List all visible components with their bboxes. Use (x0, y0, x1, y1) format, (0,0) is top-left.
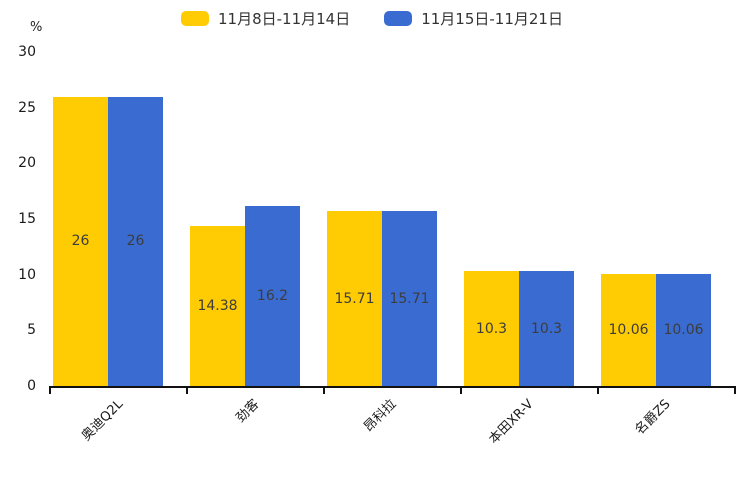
y-tick-label: 25 (18, 99, 36, 116)
y-tick-label: 30 (18, 44, 36, 60)
bar-value-label: 26 (71, 233, 90, 250)
bar-value-label: 10.06 (663, 321, 704, 338)
x-category-label: 奥迪Q2L (78, 396, 126, 445)
bar[interactable] (519, 271, 574, 386)
y-tick-label: 5 (27, 322, 36, 339)
x-category-label: 劲客 (233, 396, 263, 426)
x-axis-tick (49, 388, 51, 394)
x-category-label: 本田XR-V (486, 396, 537, 448)
x-axis-tick (597, 388, 599, 394)
y-tick-label: 0 (27, 378, 36, 394)
bar-value-label: 10.3 (530, 320, 563, 337)
bar[interactable] (53, 96, 108, 386)
bar[interactable] (382, 211, 437, 386)
bar-value-label: 16.2 (256, 287, 289, 304)
legend-label: 11月8日-11月14日 (218, 10, 351, 28)
legend-label: 11月15日-11月21日 (421, 10, 563, 28)
y-tick-label: 15 (18, 211, 36, 227)
legend-item-series-0[interactable]: 11月8日-11月14日 (181, 8, 350, 29)
y-tick-label: 10 (18, 266, 36, 283)
bar[interactable] (464, 271, 519, 386)
bar-value-label: 14.38 (197, 297, 238, 314)
legend-swatch-icon (181, 11, 209, 26)
x-category-label: 名爵ZS (632, 396, 674, 438)
bar-value-label: 10.3 (475, 320, 508, 337)
bar-value-label: 15.71 (389, 290, 430, 307)
x-axis-tick (323, 388, 325, 394)
y-tick-label: 20 (18, 155, 36, 172)
bar[interactable] (190, 225, 245, 386)
legend-swatch-icon (384, 11, 413, 26)
bar[interactable] (108, 96, 163, 386)
x-axis-line (49, 386, 736, 388)
legend: 11月8日-11月14日 11月15日-11月21日 (0, 8, 744, 29)
x-axis-tick (186, 388, 188, 394)
legend-item-series-1[interactable]: 11月15日-11月21日 (384, 8, 563, 29)
y-axis-unit-label: % (30, 20, 43, 35)
bar[interactable] (656, 273, 711, 386)
bar[interactable] (327, 211, 382, 386)
x-category-label: 昂科拉 (361, 396, 400, 436)
bar-value-label: 15.71 (334, 290, 375, 307)
x-axis-tick (734, 388, 736, 394)
bar-value-label: 26 (126, 233, 145, 250)
bar-value-label: 10.06 (608, 321, 649, 338)
bar[interactable] (245, 205, 300, 386)
x-axis-tick (460, 388, 462, 394)
bar[interactable] (601, 273, 656, 386)
